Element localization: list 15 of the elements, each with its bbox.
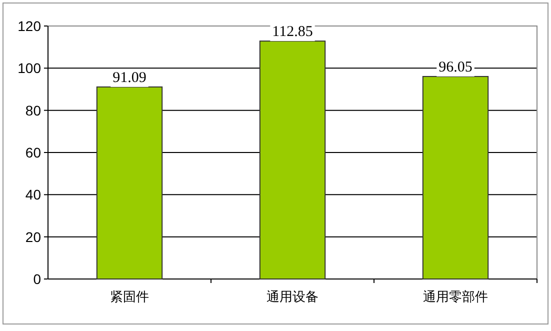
x-tick-label: 通用设备 — [266, 290, 318, 305]
data-label: 91.09 — [112, 70, 146, 86]
y-tick-label: 120 — [18, 18, 42, 34]
y-tick-label: 80 — [25, 102, 42, 118]
y-tick-label: 20 — [25, 228, 42, 245]
bar — [96, 86, 163, 280]
data-label: 96.05 — [438, 59, 472, 76]
x-tick-label: 紧固件 — [110, 290, 149, 305]
y-tick-label: 100 — [18, 60, 42, 76]
y-tick-label: 60 — [25, 144, 42, 160]
data-label: 112.85 — [272, 24, 313, 40]
x-tick-label: 通用零部件 — [423, 290, 488, 305]
y-tick-label: 0 — [33, 271, 42, 287]
bar — [259, 40, 326, 280]
y-tick-label: 40 — [25, 186, 42, 203]
